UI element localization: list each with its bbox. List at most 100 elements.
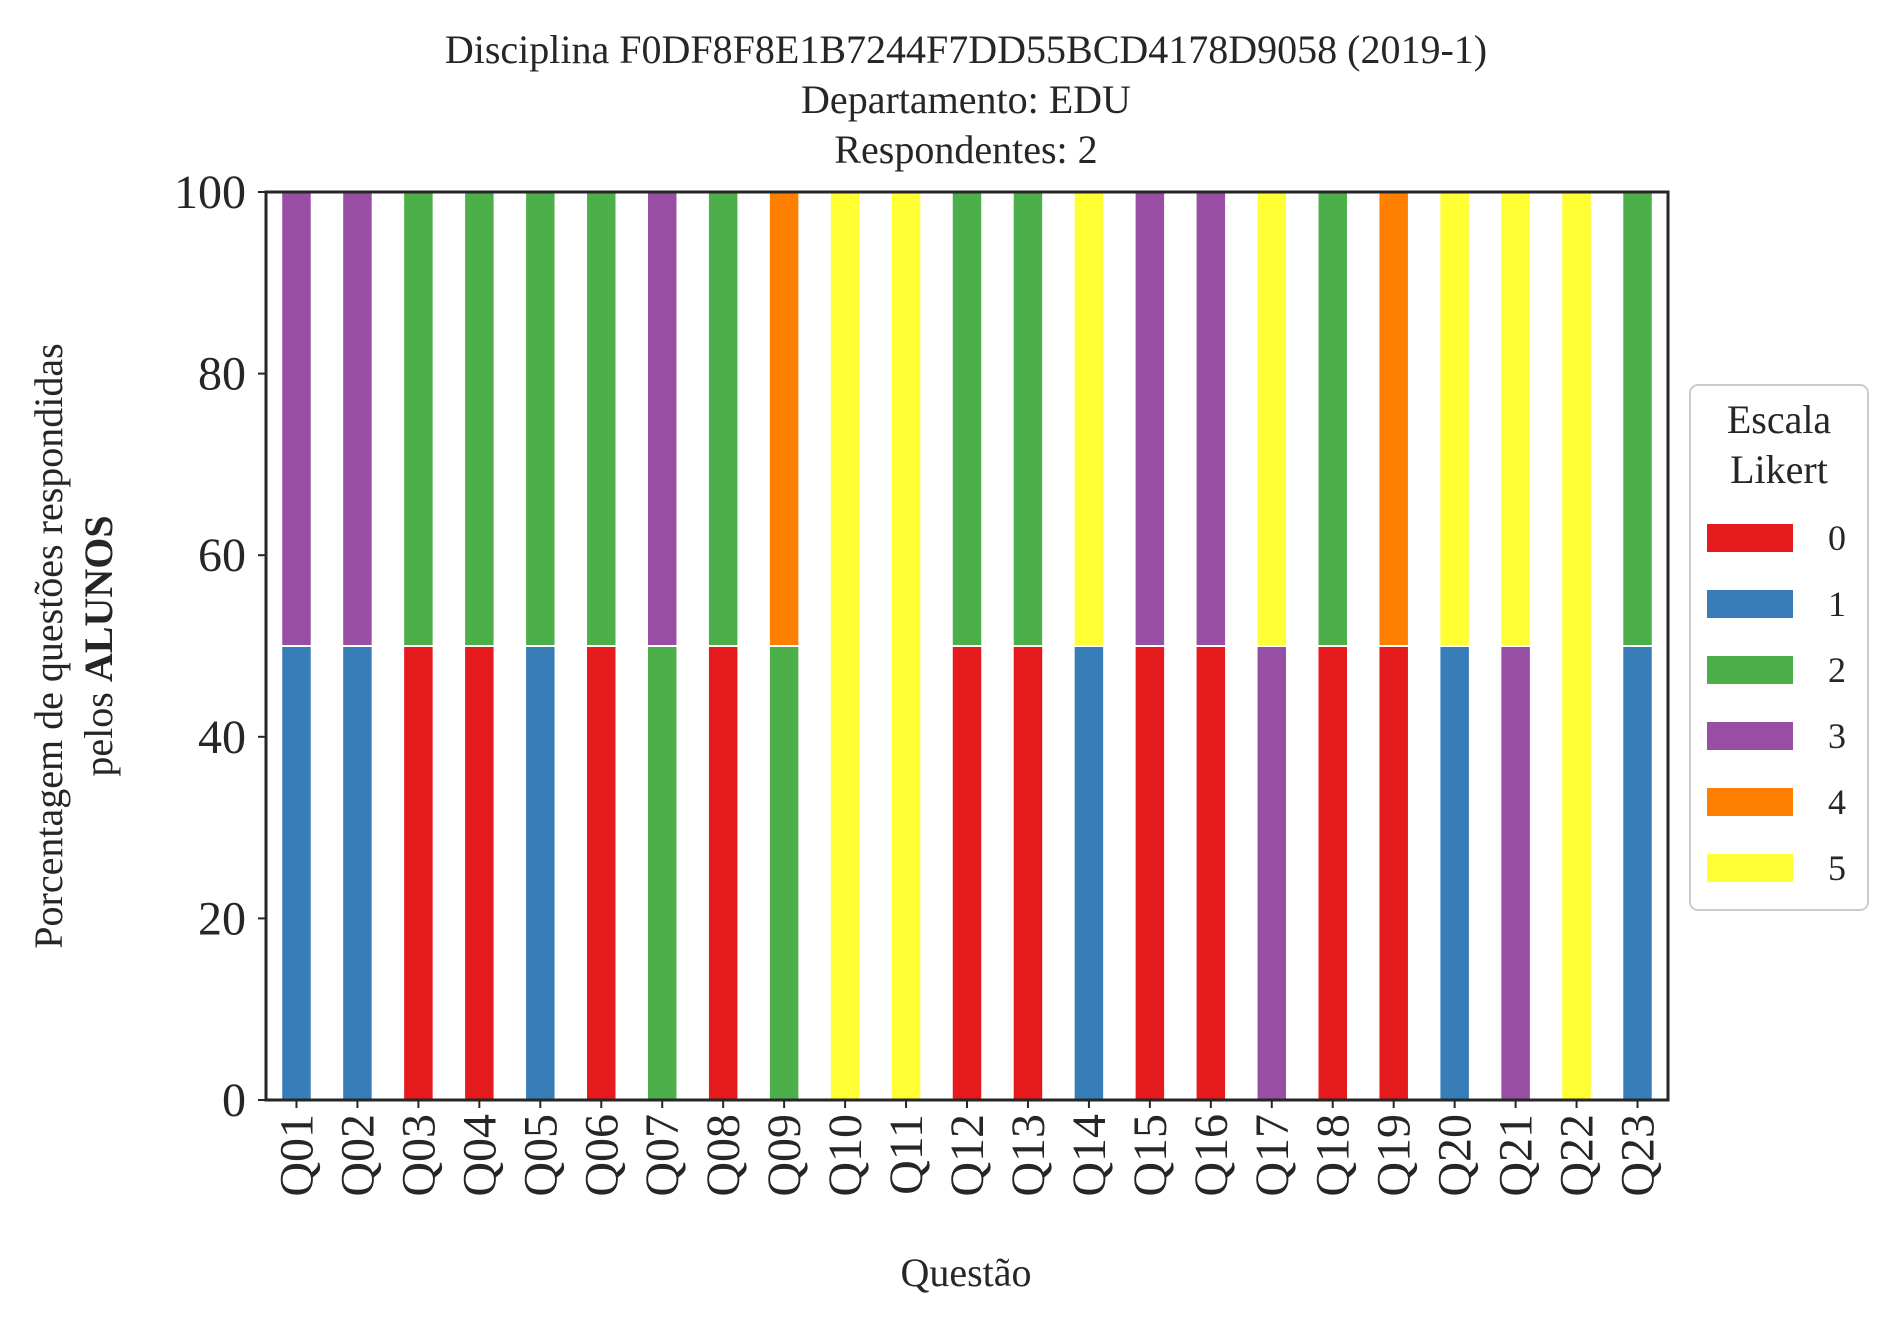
bar-Q09-scale-2 — [767, 645, 801, 1101]
legend-swatch-0 — [1707, 524, 1793, 552]
legend-swatch-1 — [1707, 590, 1793, 618]
bar-Q01-scale-1 — [280, 645, 313, 1101]
legend: Escala Likert 0 1 2 3 4 5 — [1689, 384, 1869, 911]
x-tick-label: Q17 — [1246, 1114, 1299, 1197]
bar-Q03-scale-0 — [402, 645, 435, 1101]
x-tick-label: Q08 — [697, 1114, 750, 1197]
bar-Q10-scale-5 — [828, 191, 862, 1101]
bar-Q09-scale-4 — [767, 191, 801, 647]
bar-Q13-scale-2 — [1011, 191, 1045, 647]
bar-Q23-scale-2 — [1621, 191, 1654, 647]
x-tick-label: Q23 — [1612, 1114, 1665, 1197]
legend-label-5: 5 — [1828, 848, 1846, 888]
y-tick-label: 60 — [198, 529, 246, 582]
legend-swatch-4 — [1707, 788, 1793, 816]
legend-label-1: 1 — [1828, 584, 1846, 624]
y-axis-ticks: 0 20 40 60 80 100 — [174, 166, 266, 1127]
bar-Q21-scale-3 — [1499, 645, 1532, 1101]
bar-Q23-scale-1 — [1621, 645, 1654, 1101]
y-axis-label-line-2: pelos ALUNOS — [76, 515, 121, 776]
plot-frame — [264, 190, 1670, 1102]
x-tick-label: Q07 — [636, 1114, 689, 1197]
bar-Q18-scale-0 — [1316, 645, 1349, 1101]
legend-items: 0 1 2 3 4 5 — [1707, 518, 1846, 888]
chart-title-line-2: Departamento: EDU — [801, 77, 1131, 122]
bar-Q11-scale-5 — [889, 191, 923, 1101]
x-tick-label: Q22 — [1551, 1114, 1604, 1197]
bar-Q19-scale-4 — [1377, 191, 1410, 647]
y-axis-label-bold: ALUNOS — [76, 515, 121, 682]
x-tick-label: Q21 — [1490, 1114, 1543, 1197]
bar-Q14-scale-5 — [1072, 191, 1106, 647]
bar-Q04-scale-2 — [463, 191, 496, 647]
y-axis-label-line-1: Porcentagem de questões respondidas — [26, 343, 71, 948]
bar-Q17-scale-3 — [1255, 645, 1289, 1101]
bar-Q14-scale-1 — [1072, 645, 1106, 1101]
bar-Q16-scale-0 — [1194, 645, 1228, 1101]
x-axis-ticks: Q01 Q02 Q03 Q04 Q05 Q06 Q07 Q08 Q09 Q10 Q11 Q12 Q13 Q… — [270, 1100, 1665, 1197]
x-tick-label: Q20 — [1429, 1114, 1482, 1197]
bar-Q05-scale-1 — [524, 645, 557, 1101]
legend-swatch-5 — [1707, 854, 1793, 882]
legend-label-2: 2 — [1828, 650, 1846, 690]
x-tick-label: Q04 — [453, 1114, 506, 1197]
x-tick-label: Q06 — [575, 1114, 628, 1197]
bar-Q12-scale-0 — [950, 645, 984, 1101]
bar-Q08-scale-2 — [706, 191, 740, 647]
x-tick-label: Q19 — [1368, 1114, 1421, 1197]
x-tick-label: Q10 — [819, 1114, 872, 1197]
bar-Q16-scale-3 — [1194, 191, 1228, 647]
x-tick-label: Q09 — [758, 1114, 811, 1197]
y-tick-label: 0 — [222, 1074, 246, 1127]
bar-Q07-scale-3 — [645, 191, 679, 647]
bar-Q20-scale-1 — [1438, 645, 1471, 1101]
bar-Q22-scale-5 — [1560, 191, 1593, 1101]
legend-swatch-2 — [1707, 656, 1793, 684]
x-tick-label: Q18 — [1307, 1114, 1360, 1197]
bar-Q20-scale-5 — [1438, 191, 1471, 647]
bar-Q04-scale-0 — [463, 645, 496, 1101]
bar-Q12-scale-2 — [950, 191, 984, 647]
chart-title-line-3: Respondentes: 2 — [834, 127, 1097, 172]
bar-Q18-scale-2 — [1316, 191, 1349, 647]
legend-label-4: 4 — [1828, 782, 1846, 822]
bar-Q05-scale-2 — [524, 191, 557, 647]
bar-Q15-scale-3 — [1133, 191, 1167, 647]
chart-title-line-1: Disciplina F0DF8F8E1B7244F7DD55BCD4178D9… — [445, 27, 1487, 72]
x-tick-label: Q02 — [331, 1114, 384, 1197]
bar-Q01-scale-3 — [280, 191, 313, 647]
legend-label-0: 0 — [1828, 518, 1846, 558]
bar-Q19-scale-0 — [1377, 645, 1410, 1101]
bar-Q03-scale-2 — [402, 191, 435, 647]
bar-Q06-scale-2 — [585, 191, 618, 647]
x-tick-label: Q15 — [1124, 1114, 1177, 1197]
bar-Q08-scale-0 — [706, 645, 740, 1101]
legend-frame — [1689, 384, 1869, 911]
y-tick-label: 100 — [174, 166, 246, 219]
y-tick-label: 80 — [198, 348, 246, 401]
legend-label-3: 3 — [1828, 716, 1846, 756]
bars-layer — [280, 191, 1654, 1101]
bar-Q07-scale-2 — [645, 645, 679, 1101]
bar-Q02-scale-1 — [341, 645, 374, 1101]
x-tick-label: Q14 — [1063, 1114, 1116, 1197]
legend-title-line-1: Escala — [1727, 397, 1832, 442]
bar-Q13-scale-0 — [1011, 645, 1045, 1101]
x-tick-label: Q05 — [514, 1114, 567, 1197]
x-tick-label: Q12 — [941, 1114, 994, 1197]
x-tick-label: Q11 — [880, 1114, 933, 1195]
x-tick-label: Q16 — [1185, 1114, 1238, 1197]
x-tick-label: Q01 — [270, 1114, 323, 1197]
y-tick-label: 20 — [198, 892, 246, 945]
x-axis-label: Questão — [900, 1250, 1031, 1295]
bar-Q02-scale-3 — [341, 191, 374, 647]
legend-swatch-3 — [1707, 722, 1793, 750]
legend-title-line-2: Likert — [1730, 447, 1828, 492]
x-tick-label: Q13 — [1002, 1114, 1055, 1197]
bar-Q06-scale-0 — [585, 645, 618, 1101]
bar-Q15-scale-0 — [1133, 645, 1167, 1101]
bar-Q17-scale-5 — [1255, 191, 1289, 647]
x-tick-label: Q03 — [392, 1114, 445, 1197]
y-tick-label: 40 — [198, 711, 246, 764]
